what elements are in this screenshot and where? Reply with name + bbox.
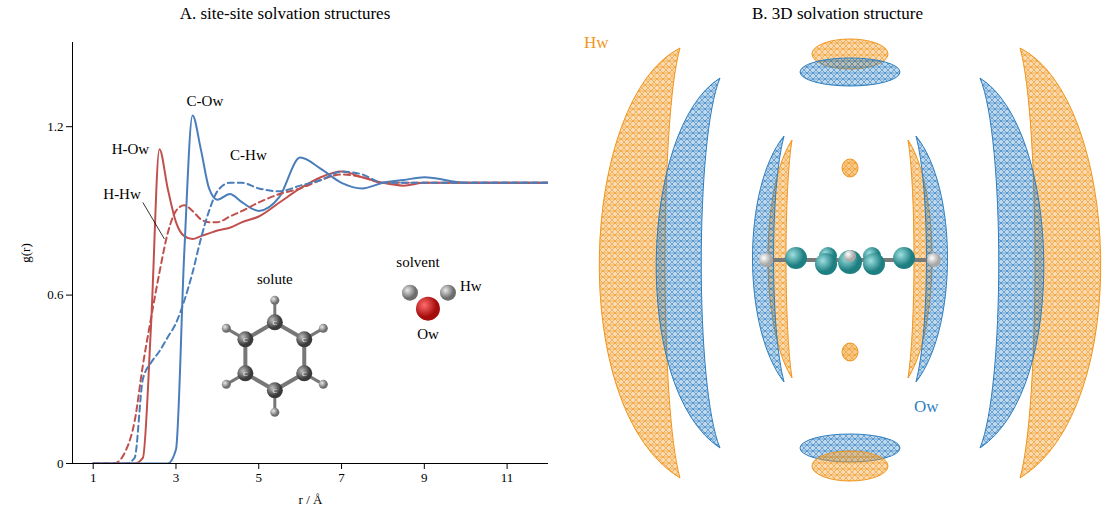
- svg-text:H-Hw: H-Hw: [103, 186, 141, 202]
- svg-text:0: 0: [57, 456, 64, 471]
- svg-text:5: 5: [256, 470, 263, 485]
- svg-text:1.2: 1.2: [47, 119, 63, 134]
- svg-text:7: 7: [338, 470, 345, 485]
- svg-text:solute: solute: [257, 271, 293, 287]
- svg-text:C: C: [243, 370, 248, 378]
- svg-text:Hw: Hw: [584, 33, 609, 52]
- svg-text:H-Ow: H-Ow: [112, 141, 150, 157]
- svg-text:r / Å: r / Å: [299, 492, 323, 507]
- svg-text:3: 3: [173, 470, 180, 485]
- svg-text:9: 9: [421, 470, 428, 485]
- svg-text:C: C: [302, 370, 307, 378]
- svg-text:C-Hw: C-Hw: [230, 147, 267, 163]
- svg-text:Hw: Hw: [460, 278, 482, 294]
- html-text:B. 3D solvation structure: B. 3D solvation structure: [752, 4, 923, 23]
- svg-text:Ow: Ow: [417, 326, 439, 342]
- svg-text:1: 1: [90, 470, 97, 485]
- svg-text:C-Ow: C-Ow: [187, 93, 224, 109]
- svg-text:C: C: [243, 336, 248, 344]
- svg-text:C: C: [272, 387, 277, 395]
- svg-text:C: C: [272, 319, 277, 327]
- svg-text:11: 11: [501, 470, 514, 485]
- svg-text:0.6: 0.6: [47, 287, 64, 302]
- svg-text:solvent: solvent: [396, 254, 440, 270]
- svg-text:Ow: Ow: [914, 397, 939, 416]
- html-text:A. site-site solvation structu: A. site-site solvation structures: [179, 4, 391, 23]
- svg-text:C: C: [302, 336, 307, 344]
- svg-text:g(r): g(r): [18, 243, 33, 263]
